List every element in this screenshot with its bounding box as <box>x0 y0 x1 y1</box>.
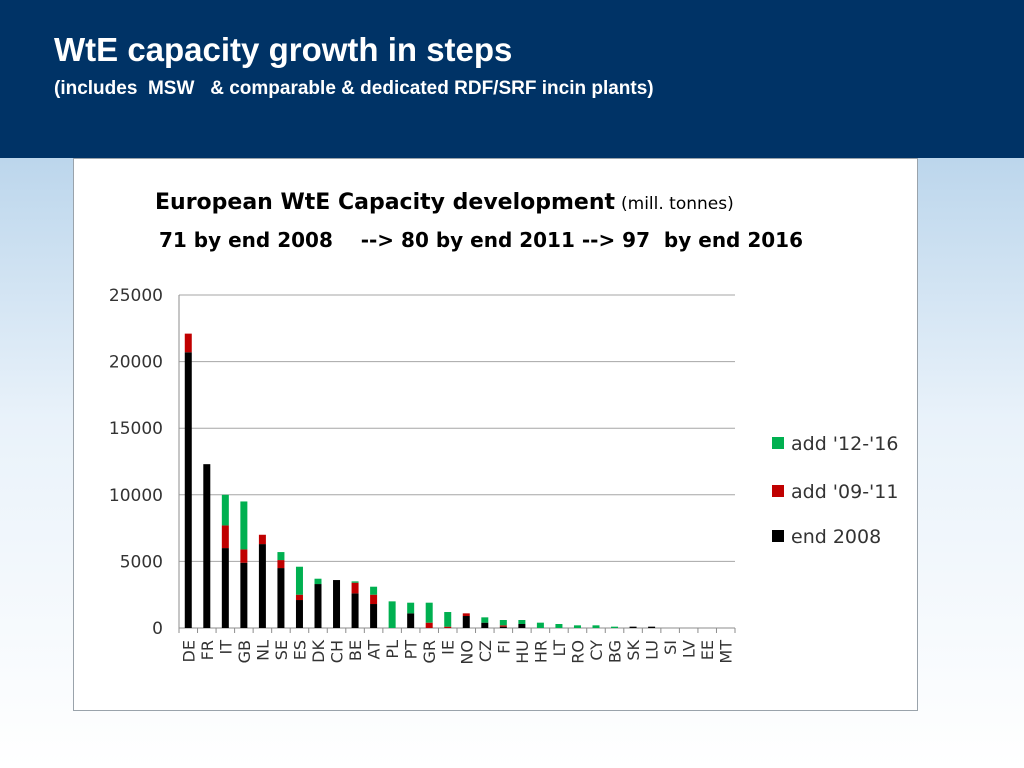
bar-segment <box>518 624 526 628</box>
x-category-label: FI <box>494 640 513 654</box>
bar-segment <box>314 584 322 628</box>
bar-segment <box>388 601 396 628</box>
x-category-label: IT <box>216 640 235 655</box>
bar-segment <box>295 600 303 628</box>
bar-segment <box>221 525 229 549</box>
x-category-label: LT <box>550 640 569 657</box>
slide-title: WtE capacity growth in steps <box>54 31 513 68</box>
bar-segment <box>407 602 415 614</box>
x-category-label: CZ <box>476 640 495 662</box>
x-category-label: SI <box>661 640 680 655</box>
x-category-label: AT <box>365 640 384 660</box>
bar-segment <box>277 560 285 569</box>
bar-segment <box>536 622 544 628</box>
bar-segment <box>314 578 322 585</box>
x-category-label: PT <box>402 640 421 660</box>
bar-segment <box>351 582 359 594</box>
bar-segment <box>462 616 470 628</box>
bar-segment <box>425 622 433 628</box>
bar-segment <box>481 617 489 623</box>
legend-label: add '09-'11 <box>791 481 898 503</box>
bar-segment <box>258 544 266 628</box>
x-category-label: CY <box>587 640 606 661</box>
bar-segment <box>295 566 303 595</box>
bar-segment <box>444 626 452 628</box>
x-category-label: BE <box>346 640 365 661</box>
bar-segment <box>629 626 637 628</box>
bar-segment <box>351 593 359 628</box>
x-category-label: CH <box>328 640 347 663</box>
x-category-label: PL <box>383 640 402 659</box>
x-category-label: ES <box>290 640 309 660</box>
chart-title: European WtE Capacity development (mill. … <box>155 190 734 215</box>
bar-segment <box>277 568 285 628</box>
bar-segment <box>518 620 526 625</box>
y-tick-label: 20000 <box>109 353 163 373</box>
x-category-label: FR <box>198 640 217 660</box>
bar-segment <box>333 580 341 628</box>
bar-segment <box>499 626 507 628</box>
x-category-label: MT <box>717 640 736 664</box>
bar-segment <box>407 613 415 628</box>
bar-segment <box>499 625 507 627</box>
bar-segment <box>648 626 656 628</box>
x-category-label: LV <box>680 640 699 658</box>
bar-segment <box>240 549 248 563</box>
bar-segment <box>221 494 229 526</box>
bar-segment <box>462 613 470 617</box>
x-category-label: IE <box>439 640 458 655</box>
legend-swatch <box>772 485 784 497</box>
x-category-label: GB <box>235 640 254 663</box>
y-tick-label: 25000 <box>109 286 163 306</box>
bar-segment <box>184 352 192 628</box>
bar-segment <box>240 501 248 550</box>
bar-segment <box>240 562 248 628</box>
slide-subtitle: (includes MSW & comparable & dedicated R… <box>54 78 654 99</box>
bar-segment <box>370 586 378 595</box>
x-category-label: SK <box>624 640 643 661</box>
bar-segment <box>370 594 378 605</box>
x-category-label: NO <box>457 640 476 665</box>
bar-segment <box>573 625 581 628</box>
bar-segment <box>203 464 211 628</box>
bar-segment <box>481 622 489 628</box>
x-category-label: NL <box>253 640 272 661</box>
y-tick-label: 10000 <box>109 486 163 506</box>
x-category-label: RO <box>568 640 587 664</box>
x-category-label: HU <box>513 640 532 664</box>
header-bar: WtE capacity growth in steps (includes M… <box>0 0 1024 158</box>
x-category-label: DK <box>309 639 328 662</box>
x-category-label: GR <box>420 640 439 664</box>
x-category-label: BG <box>606 640 625 663</box>
bar-segment <box>351 581 359 583</box>
chart-panel: European WtE Capacity development (mill. … <box>73 158 918 711</box>
bar-segment <box>555 624 563 628</box>
bar-segment <box>499 620 507 626</box>
legend-swatch <box>772 530 784 542</box>
x-category-label: LU <box>643 640 662 660</box>
x-category-label: SE <box>272 640 291 660</box>
bar-segment <box>184 333 192 353</box>
y-tick-label: 15000 <box>109 419 163 439</box>
bar-segment <box>370 604 378 628</box>
bar-segment <box>295 594 303 601</box>
y-tick-label: 5000 <box>120 552 163 572</box>
bar-segment <box>277 552 285 561</box>
x-category-label: HR <box>531 640 550 663</box>
bar-segment <box>221 548 229 628</box>
chart-svg: European WtE Capacity development (mill. … <box>109 190 899 665</box>
legend-label: add '12-'16 <box>791 433 898 455</box>
y-tick-label: 0 <box>152 619 163 639</box>
chart-title-unit: (mill. tonnes) <box>621 194 734 214</box>
bar-segment <box>444 612 452 627</box>
legend-swatch <box>772 437 784 449</box>
bar-segment <box>611 626 619 628</box>
bar-segment <box>425 602 433 623</box>
bar-segment <box>258 534 266 545</box>
legend-label: end 2008 <box>791 526 881 548</box>
bar-segment <box>592 625 600 628</box>
chart-subtitle: 71 by end 2008 --> 80 by end 2011 --> 97… <box>159 228 803 252</box>
x-category-label: EE <box>698 640 717 660</box>
x-category-label: DE <box>179 640 198 662</box>
